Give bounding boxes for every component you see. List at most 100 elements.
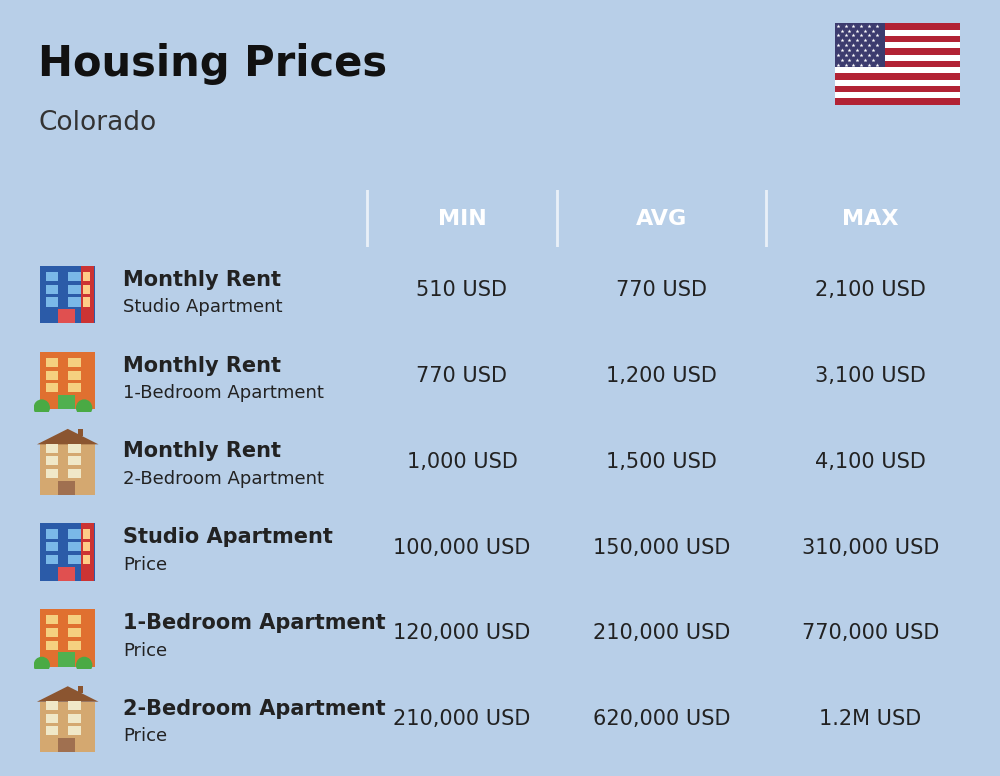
Text: Monthly Rent: Monthly Rent: [123, 270, 281, 290]
Bar: [58, 566, 75, 580]
Text: Studio Apartment: Studio Apartment: [123, 527, 333, 547]
Text: Price: Price: [123, 642, 167, 660]
Bar: [68, 726, 81, 736]
Bar: [46, 370, 58, 379]
Bar: [83, 555, 90, 564]
Text: 4,100 USD: 4,100 USD: [815, 452, 926, 472]
Text: 2-Bedroom Apartment: 2-Bedroom Apartment: [123, 699, 386, 719]
Bar: [835, 48, 960, 54]
Text: 1-Bedroom Apartment: 1-Bedroom Apartment: [123, 384, 324, 402]
Bar: [58, 395, 75, 409]
Text: 1.2M USD: 1.2M USD: [819, 709, 922, 729]
Text: 210,000 USD: 210,000 USD: [593, 623, 730, 643]
Text: 210,000 USD: 210,000 USD: [393, 709, 531, 729]
Text: 510 USD: 510 USD: [416, 280, 507, 300]
Bar: [46, 272, 58, 281]
Circle shape: [76, 400, 92, 416]
Bar: [40, 352, 95, 409]
Circle shape: [34, 656, 50, 674]
Bar: [58, 738, 75, 753]
Bar: [58, 310, 75, 324]
Bar: [46, 358, 58, 367]
Bar: [68, 714, 81, 722]
Bar: [46, 701, 58, 710]
Text: 2-Bedroom Apartment: 2-Bedroom Apartment: [123, 470, 324, 488]
Bar: [46, 555, 58, 564]
Bar: [68, 628, 81, 637]
Circle shape: [34, 400, 50, 416]
Bar: [83, 297, 90, 307]
Text: 3,100 USD: 3,100 USD: [815, 366, 926, 386]
Bar: [40, 265, 95, 324]
Text: Housing Prices: Housing Prices: [38, 43, 387, 85]
Bar: [46, 615, 58, 625]
Bar: [83, 285, 90, 294]
Bar: [81, 265, 94, 324]
Bar: [68, 640, 81, 650]
Text: Price: Price: [123, 727, 167, 745]
Bar: [68, 615, 81, 625]
Text: MIN: MIN: [438, 209, 486, 229]
Text: Monthly Rent: Monthly Rent: [123, 355, 281, 376]
Bar: [40, 609, 95, 667]
Bar: [68, 529, 81, 539]
Polygon shape: [37, 686, 99, 702]
Bar: [68, 383, 81, 393]
Bar: [68, 370, 81, 379]
Bar: [68, 456, 81, 466]
Bar: [46, 628, 58, 637]
Bar: [835, 74, 960, 80]
Bar: [835, 92, 960, 99]
Text: 2,100 USD: 2,100 USD: [815, 280, 926, 300]
Bar: [68, 285, 81, 294]
Bar: [46, 726, 58, 736]
Bar: [68, 444, 81, 452]
Text: Price: Price: [123, 556, 167, 573]
Bar: [68, 297, 81, 307]
Bar: [835, 54, 960, 61]
Bar: [46, 640, 58, 650]
Text: 770 USD: 770 USD: [616, 280, 707, 300]
Bar: [83, 529, 90, 539]
Bar: [40, 445, 95, 495]
Text: AVG: AVG: [636, 209, 687, 229]
Bar: [46, 383, 58, 393]
Bar: [835, 42, 960, 48]
Bar: [68, 358, 81, 367]
Bar: [835, 68, 960, 74]
Bar: [835, 99, 960, 105]
Text: 1,500 USD: 1,500 USD: [606, 452, 717, 472]
Bar: [40, 523, 95, 580]
Bar: [835, 86, 960, 92]
Bar: [835, 29, 960, 36]
Bar: [835, 23, 960, 29]
Bar: [46, 444, 58, 452]
Text: MAX: MAX: [842, 209, 899, 229]
Text: 310,000 USD: 310,000 USD: [802, 538, 939, 558]
Bar: [81, 523, 94, 580]
Bar: [46, 529, 58, 539]
Bar: [78, 429, 83, 436]
Bar: [46, 469, 58, 478]
Bar: [58, 653, 75, 667]
Circle shape: [76, 656, 92, 674]
Bar: [83, 542, 90, 551]
Text: Colorado: Colorado: [38, 110, 156, 137]
Text: 1-Bedroom Apartment: 1-Bedroom Apartment: [123, 613, 386, 633]
Bar: [835, 61, 960, 68]
Bar: [46, 542, 58, 551]
Text: Studio Apartment: Studio Apartment: [123, 298, 283, 317]
Bar: [46, 297, 58, 307]
Bar: [40, 702, 95, 753]
Text: 770,000 USD: 770,000 USD: [802, 623, 939, 643]
Text: 150,000 USD: 150,000 USD: [593, 538, 730, 558]
Bar: [68, 701, 81, 710]
Bar: [835, 23, 885, 68]
Text: 1,200 USD: 1,200 USD: [606, 366, 717, 386]
Text: 620,000 USD: 620,000 USD: [593, 709, 730, 729]
Bar: [46, 714, 58, 722]
Polygon shape: [37, 429, 99, 445]
Bar: [46, 456, 58, 466]
Bar: [46, 285, 58, 294]
Bar: [835, 36, 960, 42]
